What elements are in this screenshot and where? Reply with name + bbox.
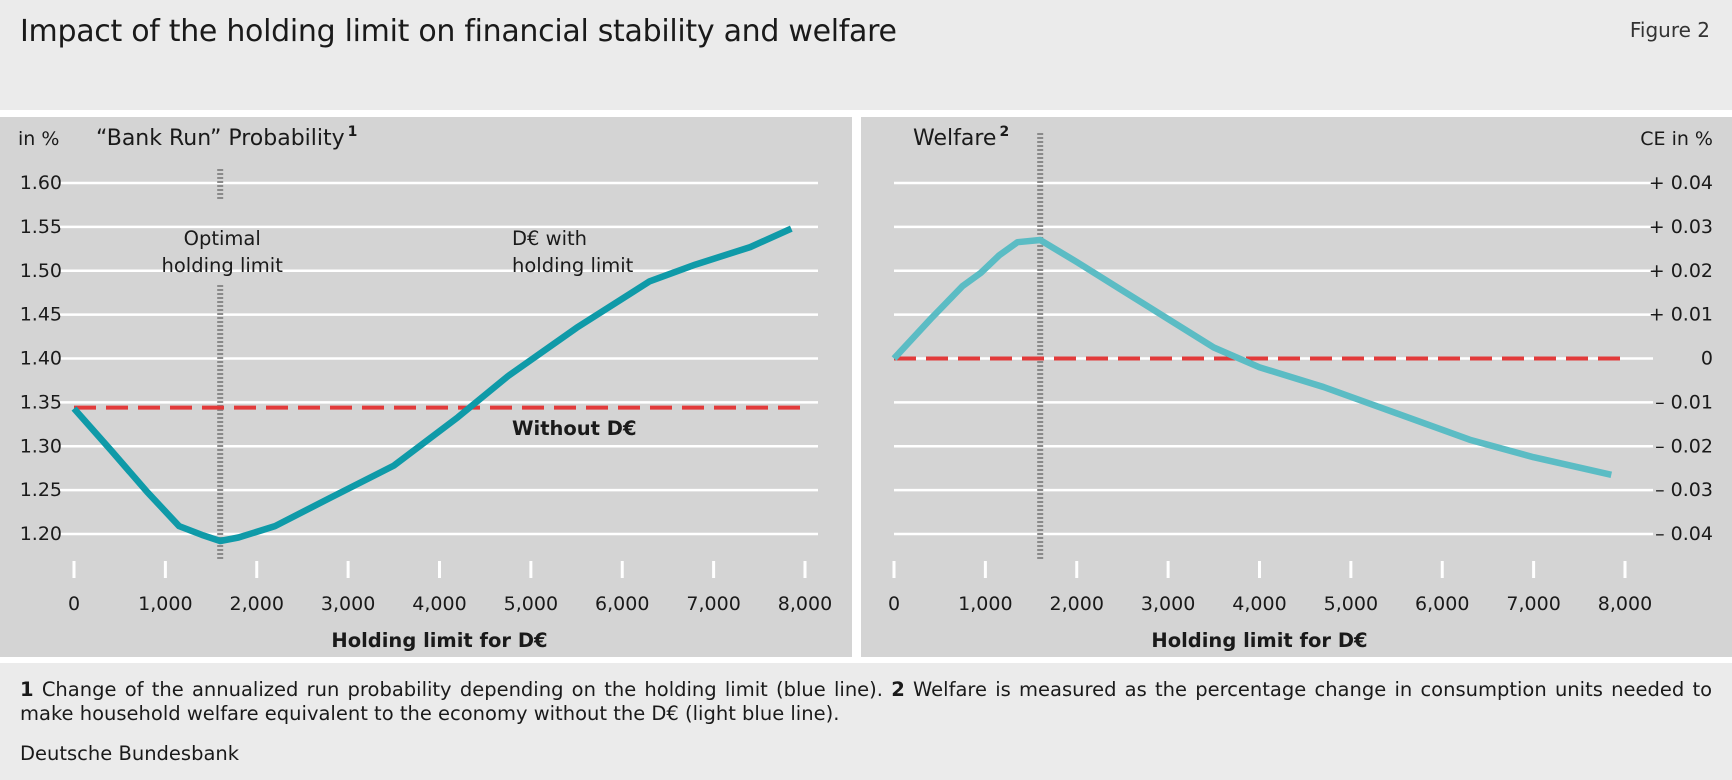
y-tick-label: 1.20 <box>20 523 62 545</box>
x-tick-label: 0 <box>888 593 900 615</box>
without-de-label: Without D€ <box>512 417 637 440</box>
x-tick-label: 0 <box>68 593 80 615</box>
y-tick-label: 1.55 <box>20 216 62 238</box>
x-tick-label: 2,000 <box>1050 593 1104 615</box>
chart-title-text: “Bank Run” Probability <box>96 126 345 151</box>
source-label: Deutsche Bundesbank <box>20 742 240 765</box>
chart-title: Welfare 2 <box>913 124 1009 151</box>
y-tick-label: – 0.04 <box>1655 523 1713 545</box>
chart-title-footnote-ref: 1 <box>348 124 358 140</box>
y-tick-label: + 0.02 <box>1649 260 1713 282</box>
x-tick-label: 3,000 <box>1141 593 1195 615</box>
footnote-1-text: Change of the annualized run probability… <box>41 678 883 701</box>
footnotes: 1 Change of the annualized run probabili… <box>20 678 1712 726</box>
y-tick-label: + 0.03 <box>1649 216 1713 238</box>
x-tick-label: 5,000 <box>504 593 558 615</box>
y-tick-label: – 0.02 <box>1655 435 1713 457</box>
optimal-limit-label-line1: Optimal <box>184 227 261 250</box>
x-tick-label: 1,000 <box>958 593 1012 615</box>
footnote-1-number: 1 <box>20 678 34 701</box>
welfare-chart: – 0.04 – 0.03 – 0.02 – 0.01 0 + 0.01 + 0.02 + 0… <box>888 124 1713 652</box>
y-tick-label: – 0.01 <box>1655 391 1713 413</box>
top-divider <box>0 110 1732 117</box>
chart-title-footnote-ref: 2 <box>999 124 1009 140</box>
bank-run-probability-line <box>71 225 793 545</box>
bottom-divider <box>0 657 1732 663</box>
x-tick-label: 6,000 <box>1415 593 1469 615</box>
x-tick-label: 3,000 <box>321 593 375 615</box>
x-tick-label: 8,000 <box>1598 593 1652 615</box>
y-tick-label: 1.60 <box>20 172 62 194</box>
panel-divider <box>852 110 861 657</box>
x-tick-label: 4,000 <box>1232 593 1286 615</box>
y-tick-label: + 0.01 <box>1649 304 1713 326</box>
page-title: Impact of the holding limit on financial… <box>20 14 897 49</box>
unit-label: CE in % <box>1640 128 1713 150</box>
x-tick-label: 4,000 <box>412 593 466 615</box>
x-tick-label: 7,000 <box>1506 593 1560 615</box>
footnote-2-text: Welfare is measured as the percentage ch… <box>20 678 1713 725</box>
bank-run-chart: 1.20 1.25 1.30 1.35 1.40 1.45 1.50 1.55 1.60 0 1,0… <box>18 124 832 652</box>
x-axis-title: Holding limit for D€ <box>1151 629 1367 652</box>
y-tick-label: 1.50 <box>20 260 62 282</box>
optimal-limit-label-line2: holding limit <box>162 254 284 277</box>
x-tick-label: 8,000 <box>778 593 832 615</box>
y-tick-label: 1.40 <box>20 348 62 370</box>
bank-run-chart-panel: 1.20 1.25 1.30 1.35 1.40 1.45 1.50 1.55 1.60 0 1,0… <box>0 117 852 657</box>
de-with-limit-label-line2: holding limit <box>512 254 634 277</box>
y-tick-label: – 0.03 <box>1655 479 1713 501</box>
x-tick-label: 2,000 <box>230 593 284 615</box>
chart-title-text: Welfare <box>913 126 996 151</box>
x-tick-label: 7,000 <box>686 593 740 615</box>
de-with-limit-label-line1: D€ with <box>512 227 587 250</box>
footnote-2-number: 2 <box>891 678 905 701</box>
x-tick-label: 6,000 <box>595 593 649 615</box>
x-tick-label: 5,000 <box>1324 593 1378 615</box>
unit-label: in % <box>18 128 59 150</box>
x-tick-label: 1,000 <box>138 593 192 615</box>
y-tick-label: 1.35 <box>20 391 62 413</box>
x-axis-title: Holding limit for D€ <box>331 629 547 652</box>
welfare-line <box>891 236 1613 478</box>
welfare-chart-panel: – 0.04 – 0.03 – 0.02 – 0.01 0 + 0.01 + 0.02 + 0… <box>861 117 1732 657</box>
chart-title: “Bank Run” Probability 1 <box>96 124 357 151</box>
y-tick-label: + 0.04 <box>1649 172 1713 194</box>
y-tick-label: 0 <box>1701 348 1713 370</box>
y-tick-label: 1.30 <box>20 435 62 457</box>
y-tick-label: 1.25 <box>20 479 62 501</box>
figure-label: Figure 2 <box>1629 18 1710 42</box>
y-tick-label: 1.45 <box>20 304 62 326</box>
